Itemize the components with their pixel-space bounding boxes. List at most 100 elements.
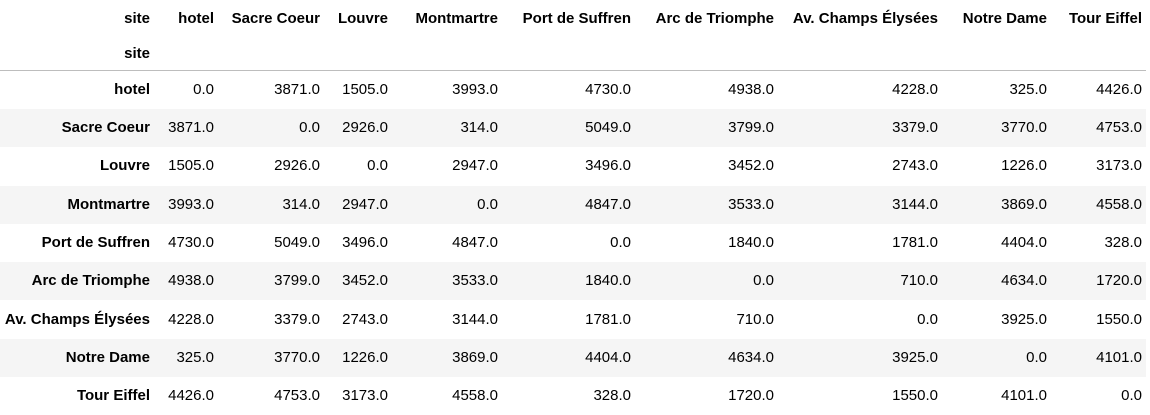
table-cell: 4753.0 (274, 387, 320, 405)
table-cell: 0.0 (753, 272, 774, 290)
table-cell: 3770.0 (1001, 119, 1047, 137)
table-cell: 4558.0 (1096, 195, 1142, 213)
row-label: Av. Champs Élysées (4, 310, 150, 328)
row-label: Louvre (99, 157, 150, 175)
table-cell: 2926.0 (274, 157, 320, 175)
column-header: hotel (178, 10, 214, 27)
table-cell: 325.0 (176, 348, 214, 366)
table-cell: 4101.0 (1001, 387, 1047, 405)
table-cell: 0.0 (1121, 387, 1142, 405)
table-row: Sacre Coeur 3871.0 0.0 2926.0 314.0 5049.0 379… (0, 109, 1146, 148)
column-header: Port de Suffren (522, 10, 631, 27)
table-cell: 3869.0 (1001, 195, 1047, 213)
table-cell: 3452.0 (728, 157, 774, 175)
table-cell: 4404.0 (585, 348, 631, 366)
table-cell: 1505.0 (168, 157, 214, 175)
row-label: Arc de Triomphe (31, 272, 150, 290)
table-cell: 5049.0 (585, 119, 631, 137)
empty-header-cell (778, 38, 942, 71)
table-cell: 1226.0 (1001, 157, 1047, 175)
table-cell: 4101.0 (1096, 348, 1142, 366)
index-name-label: site (124, 45, 150, 62)
table-cell: 1781.0 (892, 234, 938, 252)
table-cell: 3144.0 (892, 195, 938, 213)
table-cell: 2947.0 (342, 195, 388, 213)
table-cell: 3496.0 (342, 234, 388, 252)
table-cell: 0.0 (193, 81, 214, 98)
table-cell: 3533.0 (728, 195, 774, 213)
table-cell: 4426.0 (168, 387, 214, 405)
empty-header-cell (502, 38, 635, 71)
table-cell: 3925.0 (892, 348, 938, 366)
table-cell: 3173.0 (342, 387, 388, 405)
table-cell: 4228.0 (168, 310, 214, 328)
table-cell: 4634.0 (1001, 272, 1047, 290)
table-row: Av. Champs Élysées 4228.0 3379.0 2743.0 3144… (0, 300, 1146, 339)
row-label: Port de Suffren (41, 234, 150, 252)
table-cell: 710.0 (900, 272, 938, 290)
column-header: Louvre (337, 10, 388, 27)
table-cell: 1226.0 (342, 348, 388, 366)
row-label: Sacre Coeur (61, 119, 150, 137)
column-header: Notre Dame (962, 10, 1047, 27)
table-cell: 314.0 (282, 195, 320, 213)
table-row: Montmartre 3993.0 314.0 2947.0 0.0 4847.0 3533… (0, 185, 1146, 224)
table-body: hotel 0.0 3871.0 1505.0 3993.0 4730.0 4938.0 42… (0, 70, 1146, 415)
column-header: Arc de Triomphe (655, 10, 774, 27)
column-header: Av. Champs Élysées (792, 10, 938, 27)
table-cell: 3173.0 (1096, 157, 1142, 175)
table-cell: 4558.0 (452, 387, 498, 405)
row-label: Notre Dame (65, 348, 150, 366)
empty-header-cell (635, 38, 778, 71)
table-cell: 1781.0 (585, 310, 631, 328)
table-cell: 1840.0 (585, 272, 631, 290)
table-cell: 5049.0 (274, 234, 320, 252)
table-row: Tour Eiffel 4426.0 4753.0 3173.0 4558.0 328.0… (0, 377, 1146, 415)
column-axis-label: site (124, 10, 150, 27)
table-cell: 2947.0 (452, 157, 498, 175)
index-name-row: site (0, 38, 1146, 71)
table-cell: 1720.0 (728, 387, 774, 405)
table-cell: 4753.0 (1096, 119, 1142, 137)
table-cell: 0.0 (477, 195, 498, 213)
table-cell: 4730.0 (168, 234, 214, 252)
row-label: Montmartre (67, 195, 150, 213)
table-cell: 3379.0 (892, 119, 938, 137)
table-cell: 3871.0 (168, 119, 214, 137)
column-header: Sacre Coeur (231, 10, 320, 27)
table-row: Louvre 1505.0 2926.0 0.0 2947.0 3496.0 3452.0 2… (0, 147, 1146, 186)
column-header: Tour Eiffel (1068, 10, 1142, 27)
empty-header-cell (218, 38, 324, 71)
empty-header-cell (1051, 38, 1146, 71)
empty-header-cell (154, 38, 218, 71)
table-cell: 3533.0 (452, 272, 498, 290)
empty-header-cell (942, 38, 1051, 71)
table-cell: 0.0 (917, 310, 938, 328)
table-row: Notre Dame 325.0 3770.0 1226.0 3869.0 4404.0 4… (0, 338, 1146, 378)
table-cell: 3452.0 (342, 272, 388, 290)
table-cell: 314.0 (460, 119, 498, 137)
table-cell: 4730.0 (585, 81, 631, 98)
table-cell: 4847.0 (585, 195, 631, 213)
empty-header-cell (324, 38, 392, 71)
table-cell: 4404.0 (1001, 234, 1047, 252)
table-cell: 1720.0 (1096, 272, 1142, 290)
table-cell: 1840.0 (728, 234, 774, 252)
table-cell: 328.0 (1104, 234, 1142, 252)
table-cell: 3496.0 (585, 157, 631, 175)
table-cell: 3993.0 (168, 195, 214, 213)
table-cell: 2743.0 (342, 310, 388, 328)
table-cell: 4847.0 (452, 234, 498, 252)
table-cell: 3871.0 (274, 81, 320, 98)
table-cell: 1550.0 (1096, 310, 1142, 328)
table-cell: 4938.0 (728, 81, 774, 98)
table-cell: 1550.0 (892, 387, 938, 405)
table-cell: 0.0 (367, 157, 388, 175)
table-cell: 0.0 (1026, 348, 1047, 366)
table-cell: 3799.0 (728, 119, 774, 137)
table-header: site hotel Sacre Coeur Louvre Montmartre… (0, 0, 1146, 71)
table-cell: 3379.0 (274, 310, 320, 328)
column-header: Montmartre (415, 10, 498, 27)
table-row: Port de Suffren 4730.0 5049.0 3496.0 4847.0 0… (0, 223, 1146, 263)
